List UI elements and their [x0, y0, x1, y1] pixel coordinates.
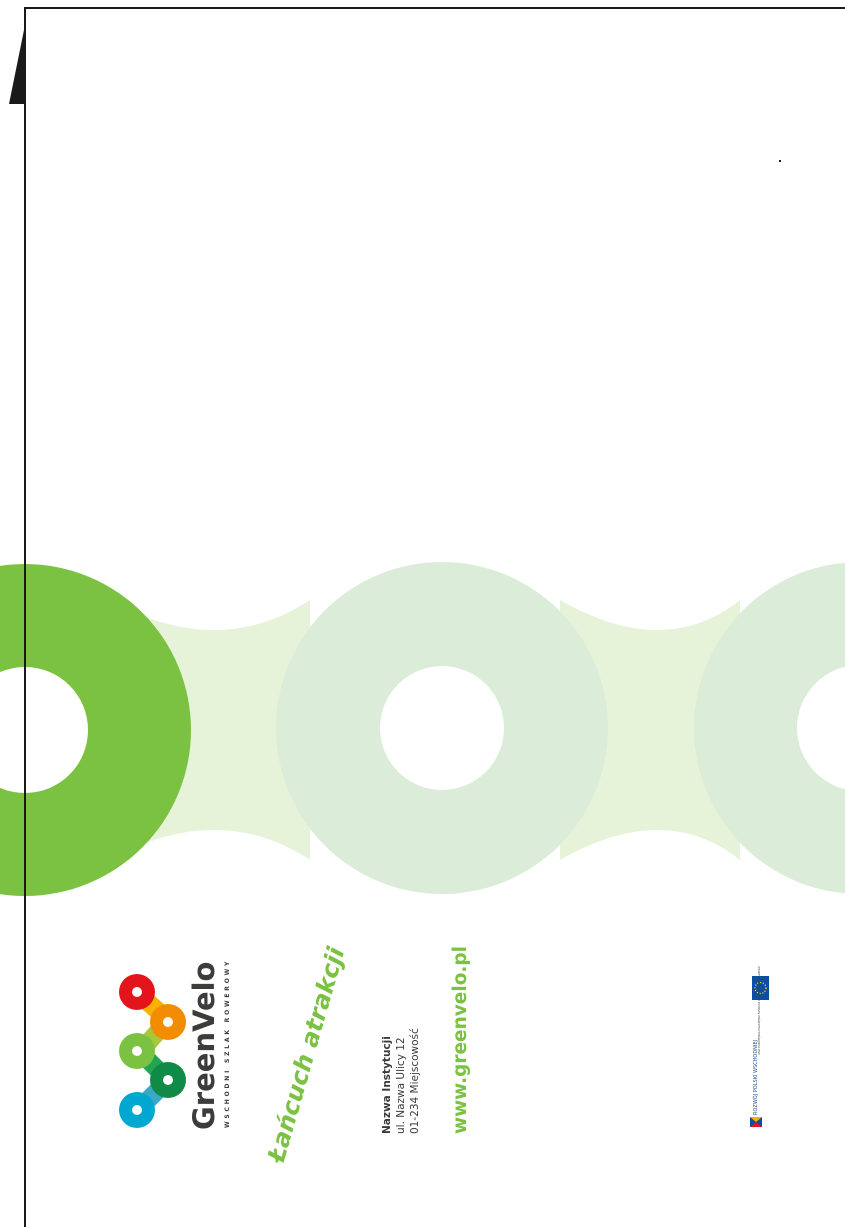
- corner-tab: [9, 30, 24, 104]
- chain-roller-3: [694, 562, 845, 894]
- contact-address: Nazwa Instytucji ul. Nazwa Ulicy 12 01-2…: [380, 1028, 422, 1134]
- eu-fund-text: UNIA EUROPEJSKA EUROPEJSKI FUNDUSZ ROZWO…: [758, 966, 761, 1055]
- website-link[interactable]: www.greenvelo.pl: [450, 945, 471, 1134]
- crop-mark: [779, 160, 781, 162]
- institution-name: Nazwa Instytucji: [381, 1036, 393, 1134]
- chain-graphic: [0, 8, 845, 1227]
- chain-hole-3: [797, 666, 845, 790]
- greenvelo-logo-mark: [119, 974, 186, 1128]
- brand-subtitle: WSCHODNI SZLAK ROWEROWY: [224, 958, 231, 1128]
- street-address: ul. Nazwa Ulicy 12: [395, 1037, 407, 1134]
- eu-flag-icon: [752, 976, 769, 1000]
- brand-name: GreenVelo: [187, 961, 221, 1130]
- chain-hole-2: [380, 666, 504, 790]
- rozwoj-polski-wschodniej-icon: [750, 1117, 762, 1127]
- chain-roller-1: [0, 564, 191, 896]
- chain-link-2: [560, 600, 740, 860]
- city-address: 01-234 Miejscowość: [409, 1028, 421, 1134]
- chain-hole-1: [0, 667, 88, 793]
